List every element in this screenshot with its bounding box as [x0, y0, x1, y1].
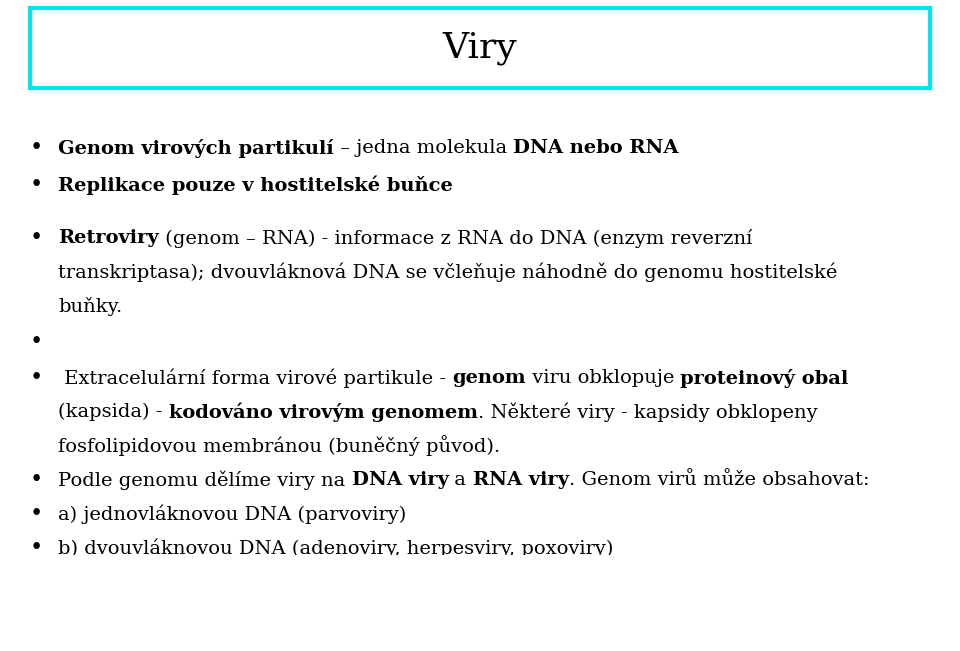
- Text: Lidská DNA obsahuje sekvence virové DNA - pozůstatek virové infekce u dávných: Lidská DNA obsahuje sekvence virové DNA …: [30, 580, 913, 600]
- Text: proteinový obal: proteinový obal: [681, 368, 849, 387]
- Text: •: •: [30, 227, 43, 249]
- Text: •: •: [30, 331, 43, 353]
- Text: viru obklopuje: viru obklopuje: [526, 369, 681, 387]
- Text: kodováno virovým genomem: kodováno virovým genomem: [169, 402, 478, 422]
- Text: •: •: [30, 571, 43, 593]
- Text: b) dvouvláknovou DNA (adenoviry, herpesviry, poxoviry): b) dvouvláknovou DNA (adenoviry, herpesv…: [58, 538, 613, 558]
- Text: Podle genomu dělíme viry na: Podle genomu dělíme viry na: [58, 470, 351, 490]
- Text: Genom virových partikulí: Genom virových partikulí: [58, 139, 334, 158]
- Text: (genom – RNA) - informace z RNA do DNA (enzym reverzní: (genom – RNA) - informace z RNA do DNA (…: [158, 229, 752, 247]
- Text: •: •: [30, 137, 43, 159]
- Text: (kapsida) -: (kapsida) -: [58, 403, 169, 421]
- Text: DNA viry: DNA viry: [351, 471, 448, 489]
- Text: a: a: [448, 471, 472, 489]
- Text: předků: předků: [60, 616, 137, 636]
- Text: •: •: [30, 174, 43, 196]
- Text: Replikace pouze v hostitelské buňce: Replikace pouze v hostitelské buňce: [58, 175, 453, 195]
- Text: •: •: [30, 367, 43, 389]
- Text: buňky.: buňky.: [58, 296, 122, 316]
- Text: RNA viry: RNA viry: [472, 471, 568, 489]
- Text: •: •: [30, 605, 43, 627]
- Bar: [0, 555, 960, 651]
- Text: d) dvouvláknovou RNA (reoviry).: d) dvouvláknovou RNA (reoviry).: [58, 606, 382, 626]
- Text: •: •: [30, 503, 43, 525]
- Text: a) jednovláknovou DNA (parvoviry): a) jednovláknovou DNA (parvoviry): [58, 505, 406, 524]
- Text: DNA nebo RNA: DNA nebo RNA: [514, 139, 679, 157]
- Text: genom: genom: [452, 369, 526, 387]
- Text: . Některé viry - kapsidy obklopeny: . Některé viry - kapsidy obklopeny: [478, 402, 817, 422]
- Bar: [30, 8, 930, 88]
- Text: Retroviry: Retroviry: [58, 229, 158, 247]
- Text: transkriptasa); dvouvláknová DNA se včleňuje náhodně do genomu hostitelské: transkriptasa); dvouvláknová DNA se včle…: [58, 262, 837, 282]
- Text: •: •: [30, 537, 43, 559]
- Text: fosfolipidovou membránou (buněčný původ).: fosfolipidovou membránou (buněčný původ)…: [58, 436, 500, 456]
- Text: Extracelulární forma virové partikule -: Extracelulární forma virové partikule -: [58, 368, 452, 388]
- Text: Viry: Viry: [443, 31, 517, 65]
- Text: c) jednovláknovou RNA (togaviry, myxoviry; retroviry): c) jednovláknovou RNA (togaviry, myxovir…: [58, 572, 592, 592]
- Text: . Genom virů může obsahovat:: . Genom virů může obsahovat:: [568, 471, 869, 489]
- Text: – jedna molekula: – jedna molekula: [334, 139, 514, 157]
- Text: •: •: [30, 469, 43, 491]
